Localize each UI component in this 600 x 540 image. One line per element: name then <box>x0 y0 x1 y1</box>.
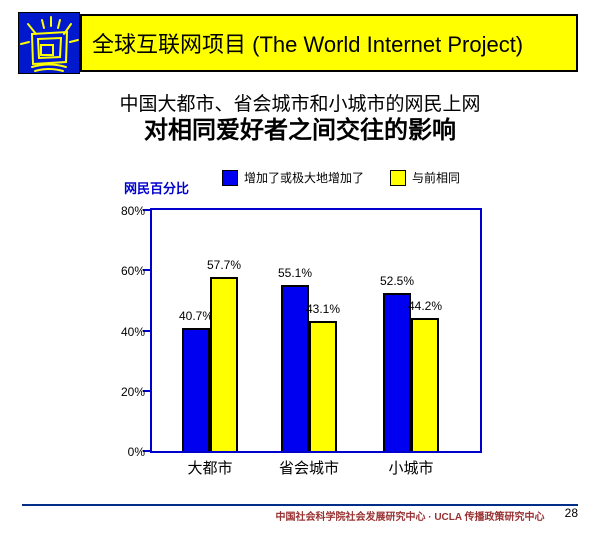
legend-swatch-blue <box>222 169 238 186</box>
bar-value-label-capital-increased: 55.1% <box>277 266 313 280</box>
x-axis-category-label-small: 小城市 <box>388 460 434 477</box>
header-banner: 全球互联网项目 (The World Internet Project) <box>80 14 578 72</box>
footer-divider <box>22 504 578 506</box>
bar-capital-same <box>309 321 337 451</box>
legend-swatch-yellow <box>390 169 407 186</box>
x-axis-category-label-capital: 省会城市 <box>278 460 340 477</box>
slide-title-line2: 对相同爱好者之间交往的影响 <box>144 117 456 144</box>
bar-value-label-small-increased: 52.5% <box>379 274 415 288</box>
bar-value-label-capital-same: 43.1% <box>305 302 341 316</box>
y-axis-tick-label: 0% <box>127 445 145 459</box>
plot-area: 0% 20% 40% 60% 80% 40.7% 57.7% 大都市 55.1% 43.1% 省会城… <box>121 204 482 477</box>
y-axis-tick <box>143 389 151 392</box>
y-axis-tick-label: 40% <box>120 324 145 339</box>
y-axis-tick-label: 80% <box>120 204 145 218</box>
bar-capital-increased <box>281 285 309 451</box>
x-axis-category-label-metro: 大都市 <box>187 460 233 477</box>
bar-value-label-small-same: 44.2% <box>407 299 443 313</box>
y-axis-tick <box>143 450 151 452</box>
chart-legend: 增加了或极大地增加了 与前相同 <box>222 169 460 186</box>
bar-small-increased <box>383 293 411 451</box>
bar-metro-increased <box>182 328 210 451</box>
y-axis-title: 网民百分比 <box>124 181 190 196</box>
legend-item-same: 与前相同 <box>390 169 460 186</box>
y-axis-tick-label: 20% <box>120 384 145 399</box>
footer-credit: 中国社会科学院社会发展研究中心 · UCLA 传播政策研究中心 <box>275 512 545 523</box>
y-axis-tick <box>143 209 151 211</box>
bar-metro-same <box>210 277 238 451</box>
legend-label-increased: 增加了或极大地增加了 <box>244 171 365 185</box>
page-number: 28 <box>564 506 578 520</box>
legend-label-same: 与前相同 <box>412 171 461 185</box>
slide-title-line1: 中国大都市、省会城市和小城市的网民上网 <box>119 94 481 115</box>
legend-item-increased: 增加了或极大地增加了 <box>222 169 364 186</box>
bar-value-label-metro-increased: 40.7% <box>178 309 214 323</box>
bar-small-same <box>411 318 439 451</box>
shining-monitor-icon <box>17 11 81 75</box>
banner-title: 全球互联网项目 (The World Internet Project) <box>92 32 524 57</box>
y-axis-tick <box>143 329 151 332</box>
y-axis-tick-label: 60% <box>120 264 145 279</box>
bar-value-label-metro-same: 57.7% <box>206 258 242 272</box>
y-axis-tick <box>143 269 151 272</box>
